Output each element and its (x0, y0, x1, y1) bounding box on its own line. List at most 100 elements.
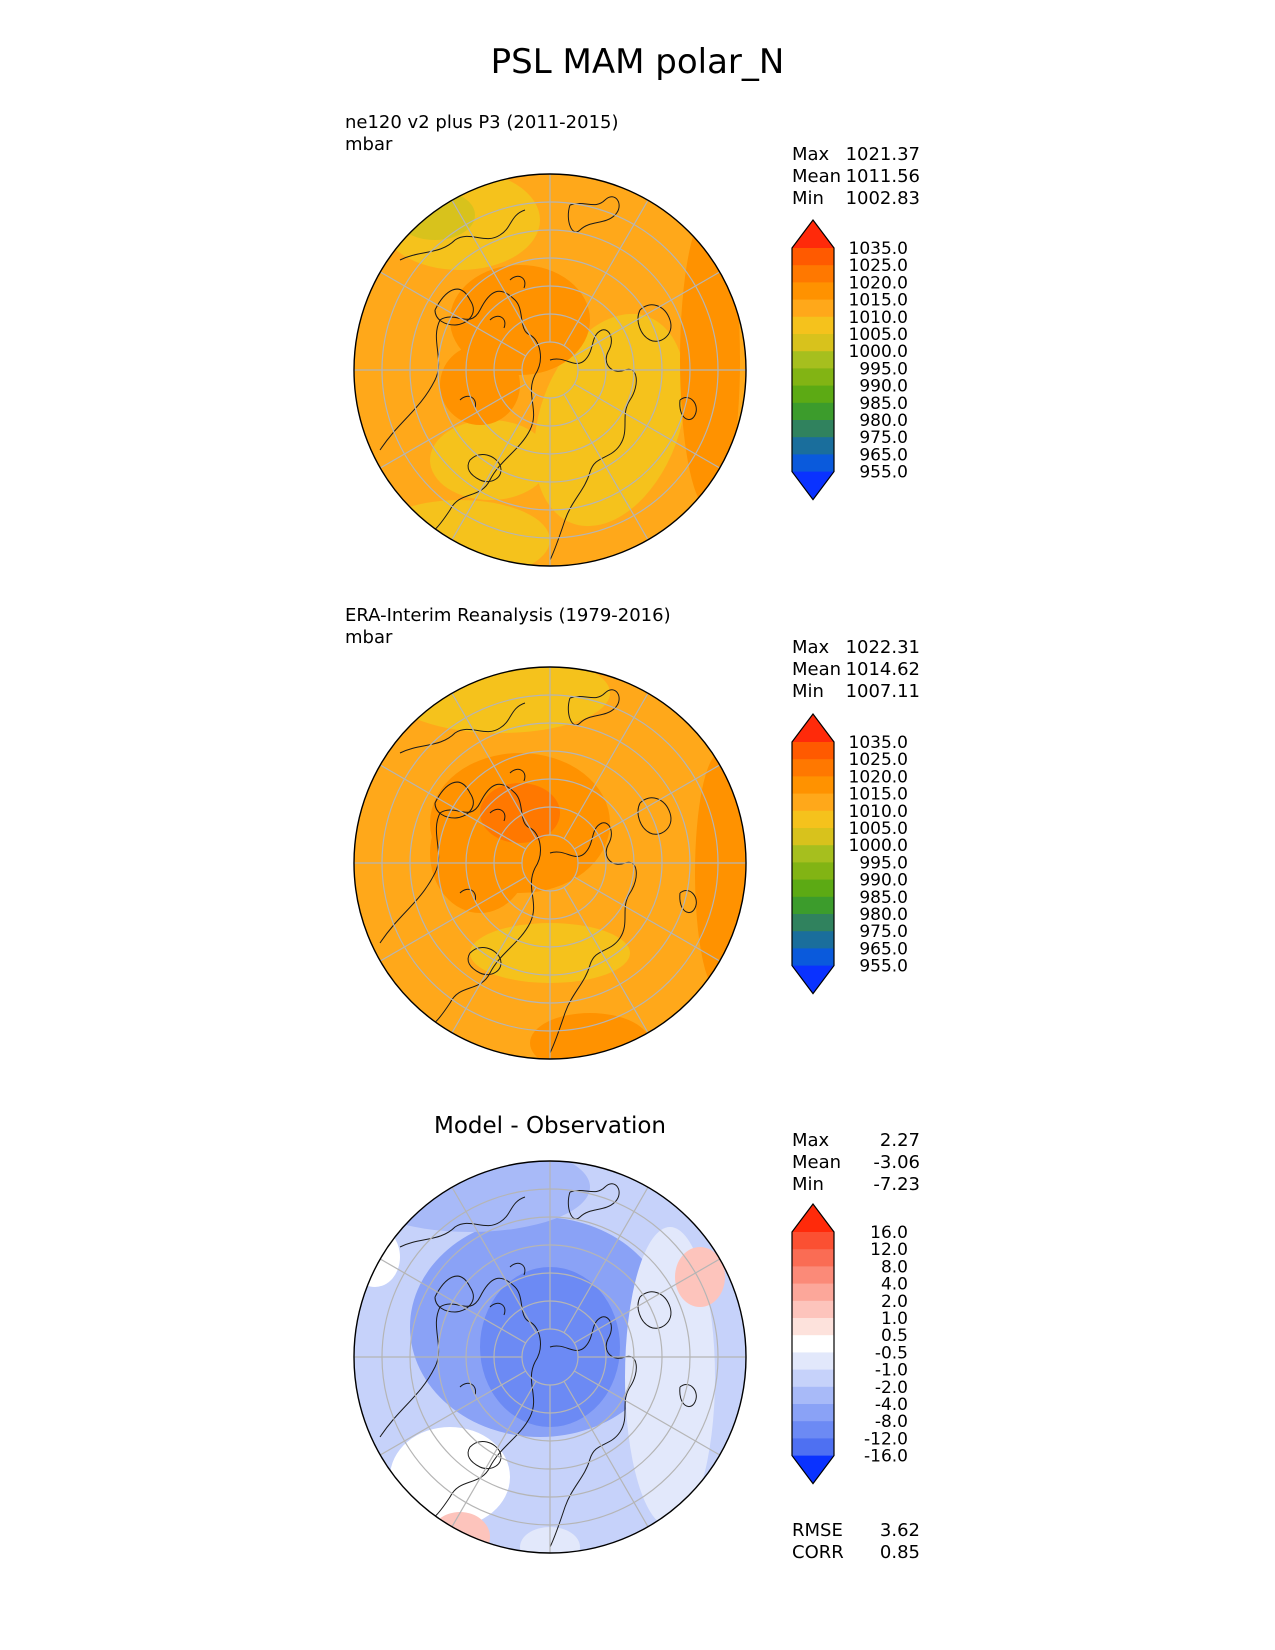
colorbar-tick-label: 12.0 (870, 1240, 908, 1260)
coastline (399, 702, 526, 754)
colorbar-tick-label: 1025.0 (849, 750, 908, 770)
meridian-line (451, 1186, 537, 1334)
meridian-line (563, 199, 649, 347)
coastline (399, 1196, 526, 1248)
diff-panel-title: Model - Observation (433, 1113, 667, 1139)
colorbar-swatch (792, 759, 834, 777)
field-contour (534, 313, 686, 527)
colorbar-tick-label: 16.0 (870, 1223, 908, 1243)
colorbar-tick-label: 1015.0 (849, 291, 908, 311)
colorbar-tick-label: -1.0 (875, 1361, 908, 1381)
colorbar-swatch (792, 265, 834, 283)
stat-label: Mean (792, 1152, 842, 1173)
colorbar-extend-bottom (792, 1455, 834, 1484)
diff-metric-corr: CORR 0.85 (792, 1542, 920, 1564)
colorbar-tick-label: 1000.0 (849, 342, 908, 362)
colorbar-tick-label: 2.0 (881, 1292, 908, 1312)
field-contour (440, 345, 520, 425)
meridian-line (379, 1370, 527, 1456)
colorbar-swatch (792, 316, 834, 335)
stat-value: 1021.37 (845, 144, 920, 165)
stat-value: 1007.11 (845, 681, 920, 702)
colorbar-outline (791, 1203, 835, 1485)
colorbar-swatch (792, 1404, 834, 1422)
model-stat-min: Min 1002.83 (792, 188, 920, 210)
obs-units: mbar (345, 627, 393, 648)
colorbar-tick-label: 1010.0 (849, 802, 908, 822)
field-contour (354, 1227, 400, 1287)
meridian-line (573, 271, 721, 357)
metric-value: 0.85 (879, 1542, 920, 1563)
model-panel-title: ne120 v2 plus P3 (2011-2015) (345, 112, 619, 133)
colorbar-swatch (792, 1232, 834, 1250)
diff-colorbar: 16.012.08.04.02.01.00.5-0.5-1.0-2.0-4.0-… (791, 1203, 908, 1485)
colorbar-tick-label: 1035.0 (849, 239, 908, 259)
colorbar-tick-label: 1005.0 (849, 819, 908, 839)
stat-label: Mean (792, 659, 842, 680)
colorbar-tick-label: 1000.0 (849, 836, 908, 856)
colorbar-swatch (792, 1369, 834, 1388)
graticule (354, 174, 746, 566)
meridian-line (379, 764, 527, 850)
diff-stat-mean: Mean -3.06 (792, 1152, 920, 1174)
colorbar-tick-label: 955.0 (859, 463, 908, 483)
stat-label: Min (792, 188, 824, 209)
meridian-line (379, 876, 527, 962)
colorbar-swatch (792, 862, 834, 881)
map-border (353, 666, 747, 1060)
colorbar-tick-label: 975.0 (859, 922, 908, 942)
map-border (353, 1160, 747, 1554)
coastline (679, 1384, 697, 1407)
model-polar-map (353, 173, 747, 567)
colorbar-tick-label: 965.0 (859, 939, 908, 959)
colorbar-swatch (792, 437, 834, 455)
colorbar-swatch (792, 454, 834, 473)
coastline (549, 1316, 637, 1548)
colorbar-swatch (792, 914, 834, 932)
coastline (679, 890, 697, 913)
meridian-line (563, 1186, 649, 1334)
colorbar-swatch (792, 1318, 834, 1336)
colorbar-swatch (792, 1300, 834, 1319)
coastline (467, 1441, 502, 1470)
colorbar-swatch (792, 810, 834, 829)
colorbar-swatch (792, 1352, 834, 1371)
colorbar-tick-label: 985.0 (859, 888, 908, 908)
colorbar-tick-label: -2.0 (875, 1378, 908, 1398)
colorbar-tick-label: 1020.0 (849, 767, 908, 787)
colorbar-tick-label: 8.0 (881, 1257, 908, 1277)
model-stat-max: Max 1021.37 (792, 144, 920, 166)
meridian-line (451, 393, 537, 541)
coastline (467, 947, 502, 976)
metric-value: 3.62 (879, 1520, 920, 1541)
coastline (637, 797, 672, 835)
figure-title: PSL MAM polar_N (490, 42, 785, 82)
graticule (354, 1161, 746, 1553)
colorbar-outline (791, 219, 835, 501)
coastline (459, 768, 526, 902)
stat-value: 1014.62 (845, 659, 920, 680)
colorbar-tick-label: 965.0 (859, 445, 908, 465)
colorbar-swatch (792, 742, 834, 760)
field-contour (390, 1427, 510, 1527)
colorbar-tick-label: 4.0 (881, 1275, 908, 1295)
stat-label: Min (792, 681, 824, 702)
meridian-line (573, 1370, 721, 1456)
coastline (637, 1291, 672, 1329)
stat-value: 1022.31 (845, 637, 920, 658)
colorbar-extend-top (792, 220, 834, 248)
coastline (434, 288, 474, 326)
colorbar-tick-label: -4.0 (875, 1395, 908, 1415)
stat-label: Max (792, 1130, 830, 1151)
colorbar-swatch (792, 948, 834, 967)
meridian-line (379, 383, 527, 469)
obs-stat-max: Max 1022.31 (792, 637, 920, 659)
field-contour (430, 1512, 490, 1553)
colorbar-tick-label: 1035.0 (849, 733, 908, 753)
colorbar-tick-label: 990.0 (859, 871, 908, 891)
colorbar-swatch (792, 879, 834, 898)
colorbar-tick-label: 1.0 (881, 1309, 908, 1329)
coastline (637, 304, 672, 342)
graticule (354, 667, 746, 1059)
colorbar-swatch (792, 845, 834, 863)
